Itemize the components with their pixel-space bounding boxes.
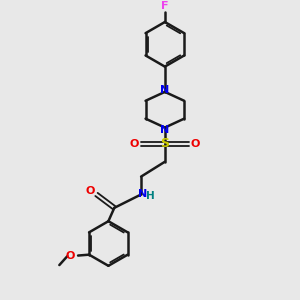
- Text: N: N: [160, 124, 170, 135]
- Text: F: F: [161, 1, 169, 11]
- Text: N: N: [160, 85, 170, 95]
- Text: H: H: [146, 191, 155, 201]
- Text: O: O: [190, 139, 200, 149]
- Text: O: O: [86, 187, 95, 196]
- Text: O: O: [66, 251, 75, 261]
- Text: S: S: [160, 137, 169, 150]
- Text: N: N: [138, 190, 147, 200]
- Text: O: O: [130, 139, 139, 149]
